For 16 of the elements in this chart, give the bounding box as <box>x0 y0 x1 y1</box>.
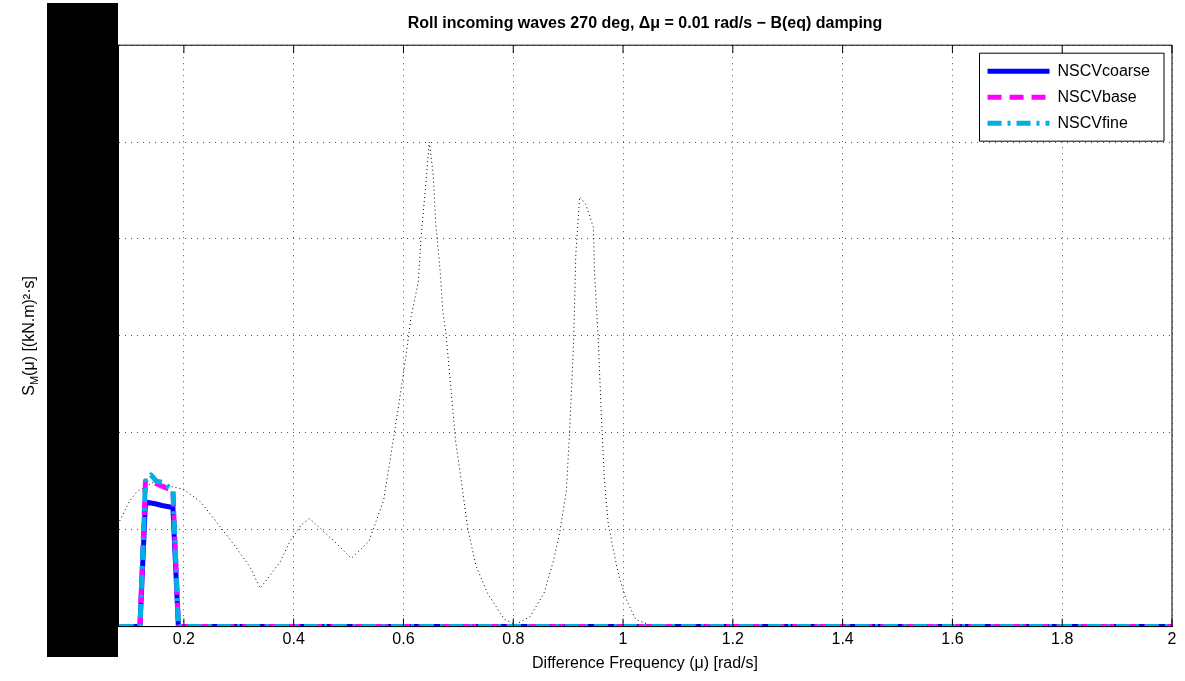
chart-title: Roll incoming waves 270 deg, Δμ = 0.01 rad/s − B(eq) damping <box>407 14 883 32</box>
x-tick-label: 0.2 <box>172 629 196 647</box>
x-tick-label: 0.8 <box>502 629 525 647</box>
y-axis-title: SM(μ) [(kN.m)²·s] <box>20 276 41 396</box>
legend-label: NSCVcoarse <box>1057 61 1151 79</box>
x-tick-label: 0.6 <box>392 629 415 647</box>
x-tick-label: 1.2 <box>721 629 745 647</box>
x-tick-label: 2 <box>1167 629 1177 647</box>
x-axis-title: Difference Frequency (μ) [rad/s] <box>532 653 758 671</box>
x-tick-label: 1 <box>618 629 628 647</box>
x-tick-label: 1.4 <box>831 629 854 647</box>
legend-label: NSCVfine <box>1057 113 1128 131</box>
x-tick-label: 0.4 <box>282 629 305 647</box>
legend-label: NSCVbase <box>1057 87 1137 105</box>
x-tick-label: 1.6 <box>941 629 964 647</box>
x-tick-label: 1.8 <box>1051 629 1074 647</box>
